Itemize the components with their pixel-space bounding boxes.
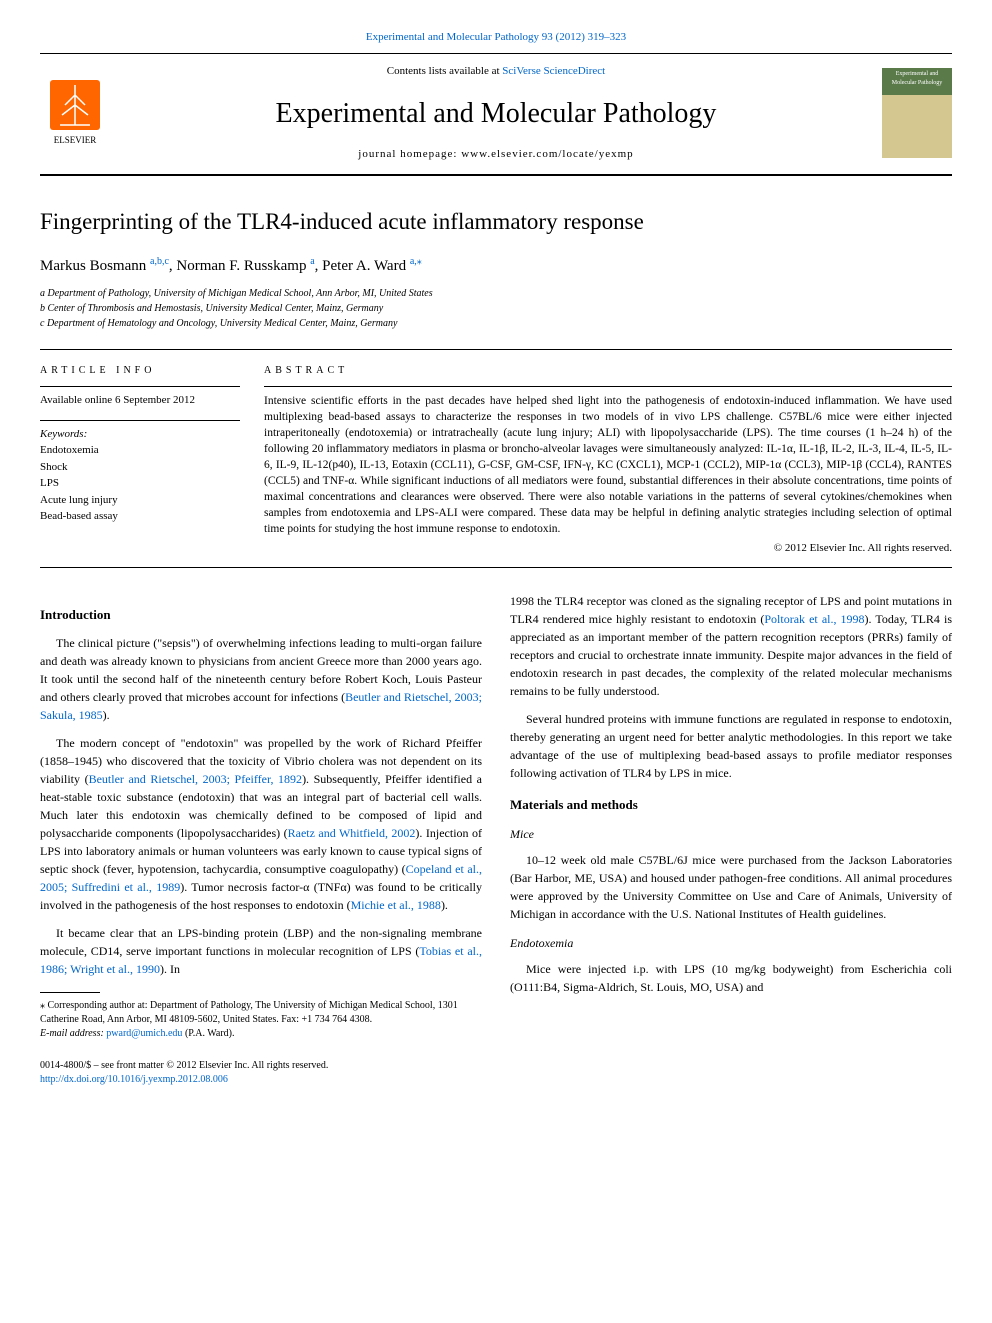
intro-p3: It became clear that an LPS-binding prot… (40, 924, 482, 978)
mice-heading: Mice (510, 826, 952, 843)
affiliation-c: c Department of Hematology and Oncology,… (40, 317, 952, 331)
journal-header: ELSEVIER Contents lists available at Sci… (40, 53, 952, 176)
author-2: , Norman F. Russkamp (169, 258, 310, 274)
info-abstract-row: article info Available online 6 Septembe… (40, 349, 952, 568)
keywords-label: Keywords: (40, 420, 240, 442)
elsevier-logo: ELSEVIER (40, 73, 110, 153)
keyword-1: Endotoxemia (40, 442, 240, 459)
col2-p2: Several hundred proteins with immune fun… (510, 710, 952, 782)
scidirect-link[interactable]: SciVerse ScienceDirect (502, 65, 605, 77)
homepage-prefix: journal homepage: (358, 148, 461, 160)
body-columns: Introduction The clinical picture ("seps… (40, 592, 952, 1041)
affiliation-a: a Department of Pathology, University of… (40, 287, 952, 301)
journal-name: Experimental and Molecular Pathology (122, 94, 870, 133)
abstract-heading: abstract (264, 364, 952, 378)
header-citation: Experimental and Molecular Pathology 93 … (40, 30, 952, 45)
mice-text: 10–12 week old male C57BL/6J mice were p… (510, 851, 952, 923)
contents-prefix: Contents lists available at (387, 65, 502, 77)
endo-heading: Endotoxemia (510, 935, 952, 952)
p1b: ). (103, 708, 110, 722)
publisher-name: ELSEVIER (54, 134, 97, 147)
info-heading: article info (40, 364, 240, 378)
citation-link[interactable]: Experimental and Molecular Pathology 93 … (366, 31, 626, 43)
email-label: E-mail address: (40, 1028, 106, 1039)
author-3: , Peter A. Ward (315, 258, 410, 274)
p2e: ). (441, 898, 448, 912)
footnote-separator (40, 992, 100, 993)
article-title: Fingerprinting of the TLR4-induced acute… (40, 206, 952, 238)
left-column: Introduction The clinical picture ("seps… (40, 592, 482, 1041)
keyword-2: Shock (40, 459, 240, 476)
keyword-5: Bead-based assay (40, 508, 240, 525)
intro-heading: Introduction (40, 606, 482, 624)
abstract-text: Intensive scientific efforts in the past… (264, 386, 952, 538)
affiliation-b: b Center of Thrombosis and Hemostasis, U… (40, 302, 952, 316)
email-footnote: E-mail address: pward@umich.edu (P.A. Wa… (40, 1027, 482, 1041)
mm-heading: Materials and methods (510, 796, 952, 814)
available-online: Available online 6 September 2012 (40, 386, 240, 408)
author-1: Markus Bosmann (40, 258, 150, 274)
email-link[interactable]: pward@umich.edu (106, 1028, 182, 1039)
bottom-bar: 0014-4800/$ – see front matter © 2012 El… (40, 1059, 952, 1087)
corr-footnote: ⁎ Corresponding author at: Department of… (40, 999, 482, 1027)
intro-p2: The modern concept of "endotoxin" was pr… (40, 734, 482, 914)
bottom-left: 0014-4800/$ – see front matter © 2012 El… (40, 1059, 328, 1087)
contents-line: Contents lists available at SciVerse Sci… (122, 64, 870, 79)
ref-michie[interactable]: Michie et al., 1988 (351, 898, 441, 912)
article-info: article info Available online 6 Septembe… (40, 364, 240, 557)
issn-line: 0014-4800/$ – see front matter © 2012 El… (40, 1059, 328, 1073)
keyword-3: LPS (40, 475, 240, 492)
header-center: Contents lists available at SciVerse Sci… (122, 64, 870, 162)
corr-mark[interactable]: ⁎ (417, 256, 422, 267)
affiliations: a Department of Pathology, University of… (40, 287, 952, 331)
intro-p1: The clinical picture ("sepsis") of overw… (40, 634, 482, 724)
ref-raetz[interactable]: Raetz and Whitfield, 2002 (288, 826, 416, 840)
abstract-column: abstract Intensive scientific efforts in… (264, 364, 952, 557)
ref-poltorak[interactable]: Poltorak et al., 1998 (764, 612, 864, 626)
author-1-aff[interactable]: a,b,c (150, 256, 169, 267)
abstract-copyright: © 2012 Elsevier Inc. All rights reserved… (264, 541, 952, 556)
authors-line: Markus Bosmann a,b,c, Norman F. Russkamp… (40, 255, 952, 277)
elsevier-tree-icon (50, 80, 100, 130)
keyword-4: Acute lung injury (40, 492, 240, 509)
email-suffix: (P.A. Ward). (182, 1028, 234, 1039)
cover-label: Experimental and Molecular Pathology (892, 71, 943, 85)
col2-p1: 1998 the TLR4 receptor was cloned as the… (510, 592, 952, 700)
journal-homepage: journal homepage: www.elsevier.com/locat… (122, 147, 870, 162)
homepage-url: www.elsevier.com/locate/yexmp (461, 148, 633, 160)
p3a: It became clear that an LPS-binding prot… (40, 926, 482, 958)
ref-pfeiffer[interactable]: Beutler and Rietschel, 2003; Pfeiffer, 1… (89, 772, 302, 786)
author-3-aff[interactable]: a, (410, 256, 417, 267)
journal-cover-thumb: Experimental and Molecular Pathology (882, 68, 952, 158)
doi-link[interactable]: http://dx.doi.org/10.1016/j.yexmp.2012.0… (40, 1074, 228, 1085)
p3b: ). In (160, 962, 180, 976)
endo-text: Mice were injected i.p. with LPS (10 mg/… (510, 960, 952, 996)
right-column: 1998 the TLR4 receptor was cloned as the… (510, 592, 952, 1041)
